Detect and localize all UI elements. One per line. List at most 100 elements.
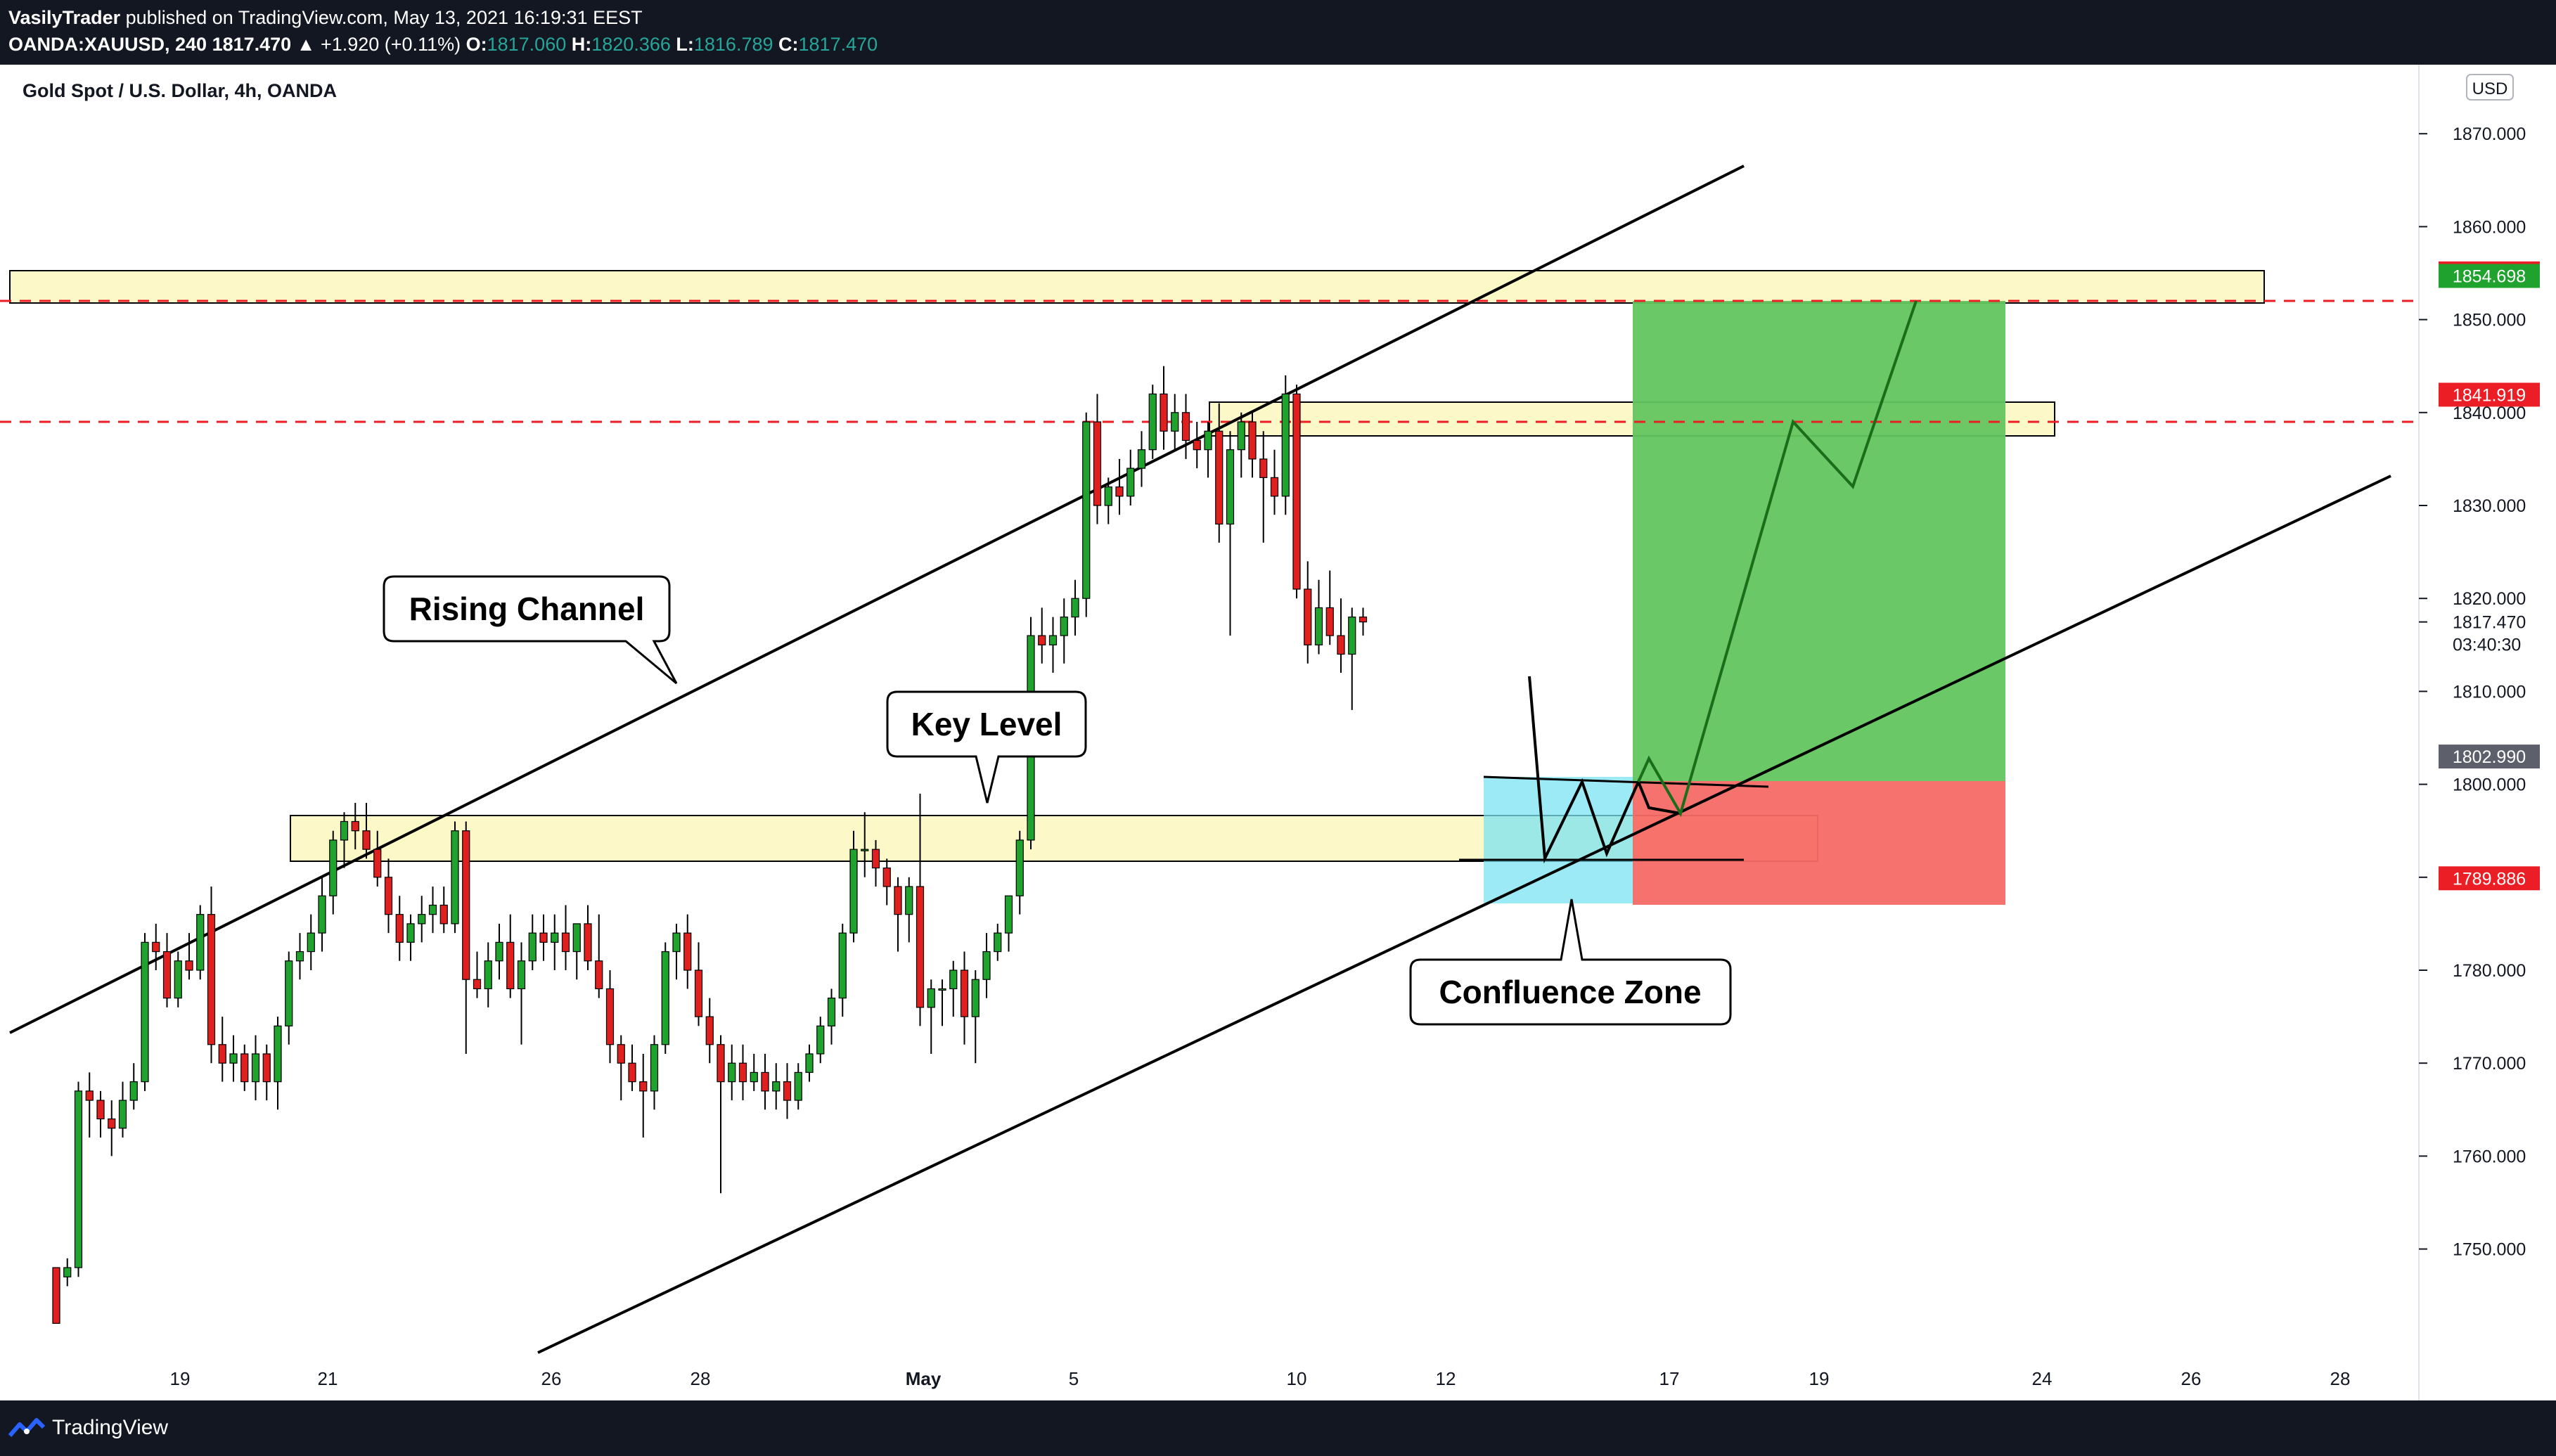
candle[interactable]: [141, 933, 149, 1091]
candle[interactable]: [738, 1044, 747, 1101]
symbol-name[interactable]: OANDA:XAUUSD, 240: [8, 34, 207, 55]
callout-rising-channel[interactable]: [383, 575, 678, 685]
candle[interactable]: [506, 914, 515, 998]
candle[interactable]: [218, 1017, 226, 1082]
candle[interactable]: [1104, 477, 1112, 524]
candle[interactable]: [783, 1063, 792, 1119]
stop-loss-zone[interactable]: [1633, 781, 2005, 905]
candle[interactable]: [705, 998, 714, 1064]
candle[interactable]: [971, 970, 980, 1064]
candle[interactable]: [384, 858, 393, 934]
candle[interactable]: [561, 905, 570, 970]
candle[interactable]: [1015, 830, 1024, 915]
currency-badge[interactable]: [2466, 74, 2514, 101]
candle[interactable]: [373, 830, 382, 887]
channel-lower-line[interactable]: [537, 475, 2391, 1354]
candle[interactable]: [605, 970, 615, 1064]
candle[interactable]: [539, 914, 548, 961]
candle[interactable]: [949, 960, 958, 1017]
price-label-red[interactable]: 1789.886: [2439, 866, 2540, 891]
candle[interactable]: [617, 1035, 625, 1101]
candle[interactable]: [960, 951, 969, 1045]
price-label-red[interactable]: 1841.919: [2439, 382, 2540, 407]
candle[interactable]: [717, 1035, 725, 1194]
price-label-gray[interactable]: 1802.990: [2439, 745, 2540, 769]
candle[interactable]: [916, 793, 925, 1026]
candle[interactable]: [96, 1090, 105, 1138]
candle[interactable]: [1237, 412, 1245, 478]
candle[interactable]: [1115, 458, 1124, 515]
candle[interactable]: [1270, 449, 1279, 515]
candle[interactable]: [1248, 412, 1257, 478]
price-chart[interactable]: Rising Channel Key Level Confluence Zone…: [0, 65, 2556, 1400]
candle[interactable]: [827, 988, 836, 1045]
candle[interactable]: [129, 1063, 138, 1110]
candle[interactable]: [628, 1044, 636, 1091]
candle[interactable]: [162, 933, 172, 1007]
candle[interactable]: [871, 839, 880, 887]
candle[interactable]: [229, 1035, 238, 1082]
candle[interactable]: [1137, 431, 1146, 487]
candle[interactable]: [1181, 394, 1190, 459]
price-label-green[interactable]: 1854.698: [2439, 264, 2540, 288]
candle[interactable]: [861, 812, 869, 877]
candle[interactable]: [1204, 422, 1212, 478]
callout-confluence-zone[interactable]: [1409, 898, 1732, 1026]
candle[interactable]: [1160, 366, 1168, 450]
candle[interactable]: [1281, 375, 1290, 515]
candle[interactable]: [1292, 385, 1301, 599]
candle[interactable]: [484, 942, 492, 1007]
candle[interactable]: [285, 951, 293, 1045]
price-axis[interactable]: 1880.0001870.0001860.0001850.0001840.000…: [2419, 65, 2526, 1260]
candle[interactable]: [528, 914, 537, 970]
confluence-zone-box[interactable]: [1484, 777, 1635, 903]
candle[interactable]: [174, 951, 182, 1007]
candle[interactable]: [894, 877, 902, 952]
candle[interactable]: [982, 933, 991, 998]
candle[interactable]: [794, 1063, 802, 1110]
candle[interactable]: [329, 830, 338, 915]
candle[interactable]: [451, 821, 459, 934]
candle[interactable]: [761, 1053, 769, 1110]
candle[interactable]: [251, 1035, 260, 1101]
channel-upper-line[interactable]: [9, 165, 1745, 1034]
publisher-name[interactable]: VasilyTrader: [8, 7, 121, 28]
candle[interactable]: [351, 803, 359, 850]
candle[interactable]: [1038, 607, 1046, 664]
candle[interactable]: [462, 821, 470, 1054]
candle[interactable]: [1259, 431, 1268, 543]
candle[interactable]: [927, 979, 935, 1054]
candle[interactable]: [661, 942, 669, 1054]
candle[interactable]: [1348, 607, 1356, 710]
candle[interactable]: [118, 1081, 127, 1138]
tradingview-logo-icon[interactable]: [8, 1415, 45, 1443]
candle[interactable]: [1093, 394, 1102, 524]
candle[interactable]: [108, 1100, 116, 1157]
candle[interactable]: [85, 1072, 94, 1138]
tradingview-brand[interactable]: TradingView: [52, 1416, 169, 1439]
candle[interactable]: [1359, 607, 1368, 636]
candle[interactable]: [207, 887, 216, 1064]
target-zone[interactable]: [1633, 301, 2005, 781]
candle[interactable]: [1060, 598, 1068, 664]
candle[interactable]: [905, 877, 913, 943]
candle[interactable]: [838, 923, 847, 1017]
candle[interactable]: [1148, 385, 1157, 459]
candle[interactable]: [52, 1267, 60, 1324]
resistance-zone-upper[interactable]: [9, 270, 2265, 304]
candle[interactable]: [1004, 895, 1013, 952]
candle[interactable]: [274, 1017, 282, 1110]
candle[interactable]: [639, 1053, 648, 1138]
target-projection[interactable]: [1637, 300, 1918, 818]
candle[interactable]: [683, 914, 692, 989]
candle[interactable]: [517, 942, 526, 1045]
candle[interactable]: [551, 914, 559, 970]
candle[interactable]: [938, 979, 946, 1026]
candle[interactable]: [439, 887, 448, 934]
candle[interactable]: [473, 951, 482, 998]
candle[interactable]: [428, 887, 437, 934]
candle[interactable]: [152, 923, 160, 970]
candle[interactable]: [418, 896, 426, 943]
candle[interactable]: [185, 933, 193, 980]
candle[interactable]: [1314, 579, 1323, 655]
